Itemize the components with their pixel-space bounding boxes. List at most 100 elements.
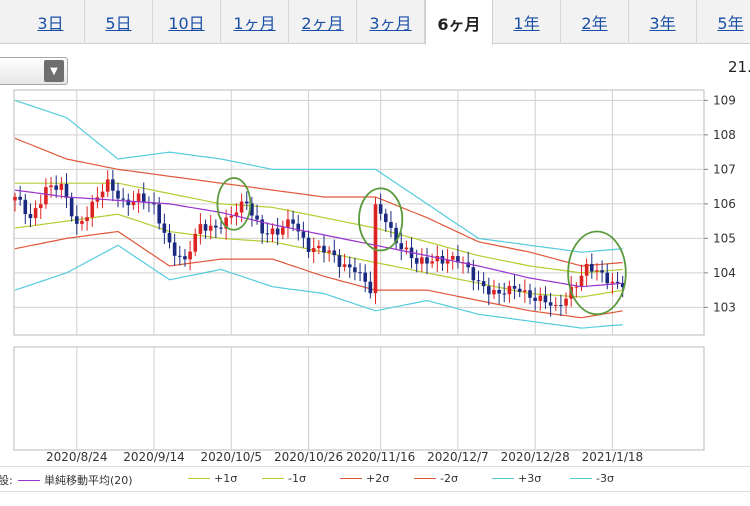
candle-body — [59, 183, 64, 190]
legend-label: 単純移動平均(20) — [44, 474, 133, 487]
y-tick-label: 103 — [713, 300, 736, 314]
tab-5[interactable]: 2ヶ月 — [289, 0, 357, 44]
candle-body — [44, 187, 48, 205]
candle-body — [49, 185, 53, 188]
candle-body — [332, 250, 337, 256]
candle-body — [425, 257, 429, 264]
candle-body — [270, 228, 275, 235]
candle-body — [13, 196, 17, 201]
legend-swatch — [188, 478, 210, 479]
candle-body — [281, 227, 285, 235]
minus1-sigma-line — [14, 213, 623, 298]
tab-8[interactable]: 1年 — [493, 0, 561, 44]
candle-body — [466, 262, 470, 268]
candle-body — [23, 199, 28, 215]
candle-body — [33, 208, 38, 219]
candle-body — [543, 295, 548, 303]
tab-6[interactable]: 3ヶ月 — [357, 0, 425, 44]
legend: 設: 単純移動平均(20) +1σ -1σ +2σ -2σ +3σ -3σ — [0, 466, 750, 492]
candle-body — [476, 280, 481, 282]
candle-body — [481, 281, 486, 287]
candle-body — [152, 202, 156, 205]
candle-body — [497, 289, 501, 294]
y-tick-label: 104 — [713, 266, 736, 280]
period-tab-bar: 3日 5日 10日 1ヶ月 2ヶ月 3ヶ月 6ヶ月 1年 2年 3年 5年 — [0, 0, 750, 45]
candle-body — [394, 227, 398, 244]
price-panel — [13, 89, 705, 336]
candle-body — [347, 264, 352, 268]
legend-item: -1σ — [262, 472, 306, 485]
candle-body — [404, 247, 409, 250]
candle-body — [378, 204, 383, 214]
candle-body — [18, 196, 22, 200]
corner-label: 21. — [728, 58, 750, 76]
legend-item: +3σ — [492, 472, 541, 485]
candle-body — [121, 198, 125, 200]
x-tick-label: 2020/12/28 — [501, 450, 570, 464]
candle-body — [317, 245, 321, 249]
tab-1[interactable]: 3日 — [17, 0, 85, 44]
candle-body — [193, 233, 198, 252]
candle-body — [291, 219, 295, 224]
candle-body — [610, 281, 615, 284]
candle-body — [162, 223, 167, 233]
candle-body — [389, 222, 393, 228]
candle-body — [492, 289, 496, 295]
minus2-sigma-line — [14, 230, 623, 319]
legend-swatch — [340, 478, 362, 479]
candle-body — [157, 204, 161, 224]
candle-body — [116, 190, 120, 199]
candle-body — [471, 267, 476, 281]
legend-label: -3σ — [596, 472, 614, 485]
candle-body — [224, 217, 228, 229]
x-tick-label: 2020/10/5 — [201, 450, 263, 464]
tab-7[interactable]: 6ヶ月 — [425, 0, 493, 45]
x-tick-label: 2020/11/16 — [346, 450, 415, 464]
moving-average-line — [14, 189, 623, 288]
legend-swatch — [262, 478, 284, 479]
legend-label: -1σ — [288, 472, 306, 485]
candle-body — [188, 251, 192, 260]
tab-10[interactable]: 3年 — [629, 0, 697, 44]
candle-body — [512, 285, 517, 289]
minus3-sigma-line — [14, 244, 623, 329]
candle-body — [250, 203, 254, 216]
tab-2[interactable]: 5日 — [85, 0, 153, 44]
legend-item: 単純移動平均(20) — [18, 472, 133, 488]
candle-body — [322, 245, 326, 253]
candle-body — [229, 215, 234, 218]
tab-9[interactable]: 2年 — [561, 0, 629, 44]
chevron-down-icon: ▼ — [44, 60, 64, 82]
candle-body — [172, 242, 177, 256]
candle-body — [311, 248, 316, 252]
candle-body — [275, 228, 280, 235]
tab-11[interactable]: 5年 — [697, 0, 750, 44]
candle-body — [574, 286, 579, 288]
candle-body — [337, 255, 342, 267]
candle-body — [198, 224, 203, 234]
candle-body — [167, 232, 172, 243]
candle-body — [600, 270, 604, 273]
candle-body — [502, 293, 507, 295]
y-tick-label: 109 — [713, 93, 736, 107]
candle-body — [265, 233, 270, 235]
candle-body — [208, 225, 213, 231]
chart-type-dropdown[interactable]: ▼ — [0, 57, 68, 85]
candle-body — [523, 290, 527, 292]
candle-body — [414, 258, 419, 264]
legend-item: -3σ — [570, 472, 614, 485]
legend-label: +3σ — [518, 472, 542, 485]
x-tick-label: 2020/8/24 — [46, 450, 108, 464]
candle-body — [136, 193, 141, 202]
tab-3[interactable]: 10日 — [153, 0, 221, 44]
candle-body — [615, 281, 620, 284]
candle-body — [80, 221, 84, 224]
tab-4[interactable]: 1ヶ月 — [221, 0, 289, 44]
candle-body — [301, 231, 306, 238]
candle-body — [548, 302, 553, 306]
lower-panel — [13, 346, 705, 451]
legend-swatch — [414, 478, 436, 479]
annotation-circle — [216, 177, 252, 231]
candle-body — [239, 201, 244, 213]
